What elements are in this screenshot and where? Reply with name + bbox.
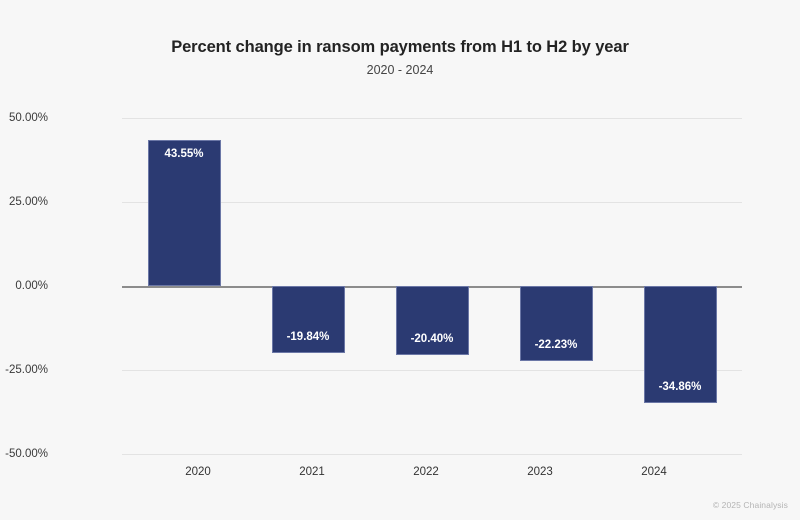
x-axis-tick-label-2021: 2021	[299, 466, 325, 478]
bar-value-label-2024: -34.86%	[658, 381, 702, 394]
gridline-50	[122, 118, 742, 119]
y-axis-tick-label-3: -25.00%	[5, 364, 48, 376]
bar-2020[interactable]	[147, 139, 221, 286]
gridline-25	[122, 202, 742, 203]
x-axis-tick-label-2024: 2024	[641, 466, 667, 478]
bar-2022[interactable]	[395, 286, 469, 355]
y-axis-tick-label-1: 25.00%	[8, 196, 48, 208]
chart-title: Percent change in ransom payments from H…	[171, 38, 629, 56]
bar-2023[interactable]	[519, 286, 593, 361]
bar-value-label-2022: -20.40%	[410, 332, 454, 345]
copyright-notice: © 2025 Chainalysis	[712, 500, 788, 510]
gridline-neg50	[122, 454, 742, 455]
x-axis-tick-label-2020: 2020	[185, 466, 211, 478]
bar-value-label-2021: -19.84%	[286, 330, 330, 343]
bar-2021[interactable]	[271, 286, 345, 353]
plot-area: 43.55% -19.84% -20.40% -22.23% -34.86%	[122, 118, 742, 455]
y-axis-tick-label-4: -50.00%	[5, 448, 48, 460]
bar-2024[interactable]	[643, 286, 717, 404]
gridline-neg25	[122, 370, 742, 371]
x-axis-tick-label-2023: 2023	[527, 466, 553, 478]
x-axis-tick-label-2022: 2022	[413, 466, 439, 478]
bar-value-label-2023: -22.23%	[534, 338, 578, 351]
chart-subtitle: 2020 - 2024	[366, 63, 434, 77]
bar-value-label-2020: 43.55%	[164, 147, 204, 160]
y-axis-tick-label-2: 0.00%	[15, 280, 48, 292]
y-axis-tick-label-0: 50.00%	[8, 112, 48, 124]
